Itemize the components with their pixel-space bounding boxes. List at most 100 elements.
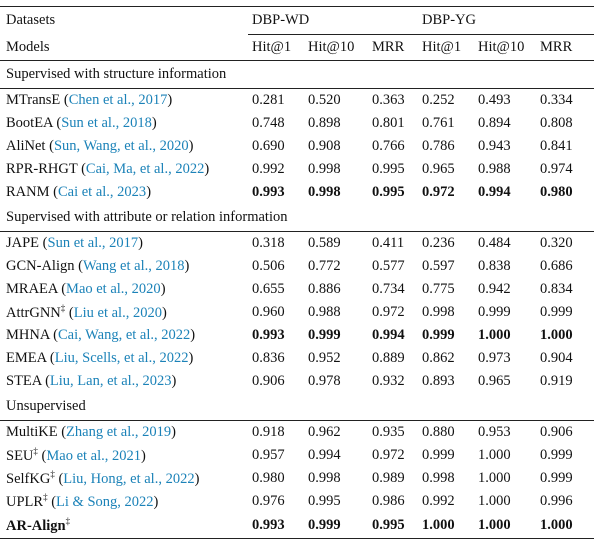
model-mark: ‡ <box>65 516 71 527</box>
citation: Liu, Scells, et al., 2022 <box>50 350 193 366</box>
section-title: Supervised with attribute or relation in… <box>0 204 594 232</box>
value-cell: 0.998 <box>304 467 368 490</box>
value-cell: 0.894 <box>474 112 536 135</box>
value: 0.686 <box>540 258 573 274</box>
value: 0.999 <box>540 470 573 486</box>
model-cell: MultiKE Zhang et al., 2019 <box>0 421 248 445</box>
value-cell: 0.999 <box>536 444 594 467</box>
value: 0.942 <box>478 281 511 297</box>
value-cell: 0.999 <box>418 324 474 347</box>
value: 0.953 <box>478 424 511 440</box>
value-cell: 0.841 <box>536 135 594 158</box>
citation: Sun, Wang, et al., 2020 <box>49 138 193 154</box>
model-cell: GCN-Align Wang et al., 2018 <box>0 255 248 278</box>
value: 0.841 <box>540 138 573 154</box>
value-cell: 0.952 <box>304 347 368 370</box>
value-cell: 0.761 <box>418 112 474 135</box>
metric-header: Hit@10 <box>304 34 368 61</box>
model-name: SelfKG <box>6 470 51 487</box>
value-cell: 0.994 <box>368 324 418 347</box>
metric-header: Hit@1 <box>418 34 475 61</box>
value-cell: 0.953 <box>474 421 536 445</box>
value-cell: 1.000 <box>536 324 594 347</box>
model-mark: ‡ <box>43 492 48 503</box>
value: 0.886 <box>308 281 341 297</box>
value: 0.974 <box>540 161 573 177</box>
value-cell: 1.000 <box>474 467 536 490</box>
model-name: SEU <box>6 447 34 464</box>
value-cell: 0.962 <box>304 421 368 445</box>
table-row: SelfKG‡ Liu, Hong, et al., 20220.9800.99… <box>0 467 594 490</box>
value-cell: 0.974 <box>536 158 594 181</box>
model-name: MRAEA <box>6 281 58 297</box>
value: 0.236 <box>422 235 455 251</box>
value-cell: 0.980 <box>536 181 594 204</box>
value: 0.838 <box>478 258 511 274</box>
value: 0.998 <box>308 184 341 200</box>
value: 0.801 <box>372 115 405 131</box>
value: 0.998 <box>308 161 341 177</box>
value-cell: 0.973 <box>474 347 536 370</box>
value: 0.972 <box>372 304 405 320</box>
section-row: Unsupervised <box>0 393 594 421</box>
value-cell: 0.995 <box>368 181 418 204</box>
value: 0.889 <box>372 350 405 366</box>
value: 0.761 <box>422 115 455 131</box>
value-cell: 0.893 <box>418 370 474 393</box>
value: 0.994 <box>372 327 405 343</box>
value-cell: 0.318 <box>248 232 304 256</box>
citation: Sun et al., 2017 <box>43 235 143 251</box>
table-row: UPLR‡ Li & Song, 20220.9760.9950.9860.99… <box>0 490 594 513</box>
value-cell: 0.320 <box>536 232 594 256</box>
value-cell: 0.965 <box>474 370 536 393</box>
value-cell: 0.999 <box>536 301 594 324</box>
value-cell: 1.000 <box>536 513 594 539</box>
value-cell: 0.252 <box>418 89 474 113</box>
value: 0.772 <box>308 258 341 274</box>
model-cell: SEU‡ Mao et al., 2021 <box>0 444 248 467</box>
value: 0.935 <box>372 424 405 440</box>
value-cell: 0.992 <box>248 158 304 181</box>
model-name: RANM <box>6 184 50 200</box>
metric-header: MRR <box>536 34 594 61</box>
value: 0.943 <box>478 138 511 154</box>
value-cell: 0.978 <box>304 370 368 393</box>
citation-link: Zhang et al., 2019 <box>66 424 172 440</box>
value: 0.786 <box>422 138 455 154</box>
value-cell: 0.506 <box>248 255 304 278</box>
citation: Liu, Hong, et al., 2022 <box>58 471 199 487</box>
value: 0.318 <box>252 235 285 251</box>
model-name: AttrGNN <box>6 304 61 321</box>
table-row: EMEA Liu, Scells, et al., 20220.8360.952… <box>0 347 594 370</box>
value-cell: 0.942 <box>474 278 536 301</box>
model-cell: RANM Cai et al., 2023 <box>0 181 248 204</box>
value-cell: 0.801 <box>368 112 418 135</box>
model-cell: MTransE Chen et al., 2017 <box>0 89 248 113</box>
value: 0.980 <box>252 470 285 486</box>
header-cell: Datasets <box>0 6 248 35</box>
value-cell: 0.995 <box>368 513 419 539</box>
model-name: RPR-RHGT <box>6 161 78 177</box>
value-cell: 0.838 <box>474 255 536 278</box>
value: 0.980 <box>540 184 573 200</box>
value: 0.978 <box>308 373 341 389</box>
value: 1.000 <box>478 327 511 343</box>
table-row: GCN-Align Wang et al., 20180.5060.7720.5… <box>0 255 594 278</box>
value: 0.862 <box>422 350 455 366</box>
value-cell: 0.998 <box>418 467 474 490</box>
table-row: MultiKE Zhang et al., 20190.918 0.9620.93… <box>0 421 594 445</box>
value-cell: 0.994 <box>304 444 368 467</box>
value-cell: 0.919 <box>536 370 594 393</box>
table-row: JAPE Sun et al., 20170.3180.5890.4110.23… <box>0 232 594 256</box>
group-header: DBP-WD <box>248 6 419 35</box>
model-cell: RPR-RHGT Cai, Ma, et al., 2022 <box>0 158 248 181</box>
value: 0.999 <box>308 327 341 343</box>
value-cell: 0.972 <box>368 301 418 324</box>
value: 0.918 <box>252 424 285 440</box>
value-cell: 0.862 <box>418 347 474 370</box>
table-row: AliNet Sun, Wang, et al., 20200.6900.908… <box>0 135 594 158</box>
model-cell: BootEA Sun et al., 2018 <box>0 112 248 135</box>
value: 0.994 <box>478 184 511 200</box>
value: 0.766 <box>372 138 405 154</box>
model-cell: AR-Align‡ <box>0 513 248 539</box>
